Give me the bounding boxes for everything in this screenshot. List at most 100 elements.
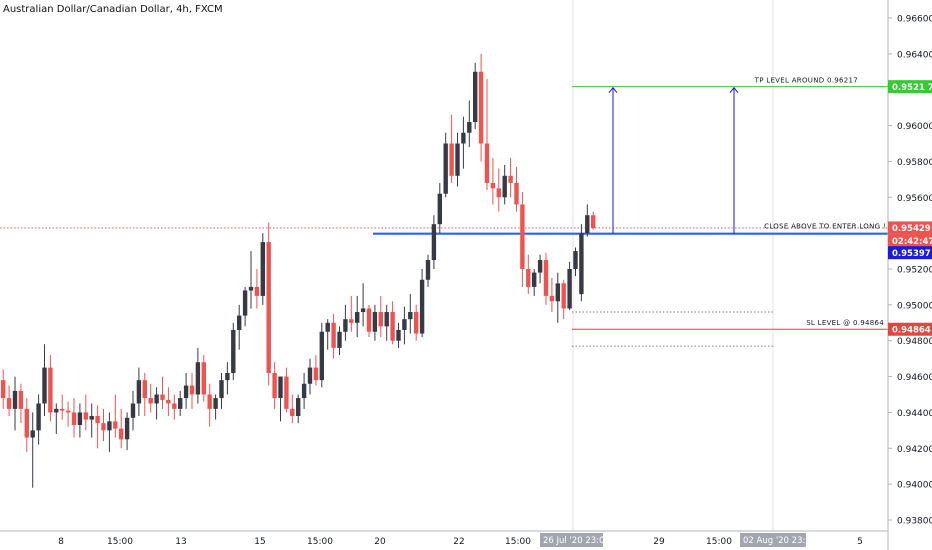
candle-body <box>579 233 584 295</box>
level-label: SL LEVEL @ 0.94864 <box>806 319 884 327</box>
candle-body <box>532 272 537 287</box>
candle-body <box>148 398 153 404</box>
candle-body <box>490 182 496 189</box>
time-tick-label: 8 <box>58 537 64 547</box>
candle-body <box>272 372 277 399</box>
price-tick-label: 0.96600 <box>897 15 932 25</box>
candle-body <box>231 329 236 373</box>
tp-price-badge-label: 0.9521 7 <box>892 83 932 93</box>
candle-body <box>455 143 460 176</box>
symbol-title[interactable]: Australian Dollar/Canadian Dollar, 4h, F… <box>3 4 223 15</box>
grid-lines <box>572 0 774 531</box>
candle-body <box>378 312 383 327</box>
candle-body <box>1 380 6 399</box>
candle-body <box>12 390 18 409</box>
price-tick-label: 0.96400 <box>897 50 932 60</box>
candle-body <box>83 412 88 420</box>
candle-body <box>473 71 478 122</box>
candle-body <box>89 416 94 420</box>
candle-body <box>124 417 130 440</box>
candle-body <box>437 193 442 225</box>
time-tick-label: 13 <box>175 537 186 547</box>
time-highlight-label: 02 Aug '20 23:00 <box>743 536 816 546</box>
candle-body <box>101 423 106 431</box>
time-highlight-badge <box>740 533 806 547</box>
sl-price-badge-label: 0.94864 <box>892 325 931 335</box>
candle-body <box>24 408 29 438</box>
entry-price-badge <box>888 246 932 260</box>
candle-body <box>254 286 260 296</box>
target-arrow-head <box>729 86 739 93</box>
candle-body <box>71 412 77 425</box>
price-tick-label: 0.94800 <box>897 337 932 347</box>
price-tick-label: 0.94200 <box>897 445 932 455</box>
candle-body <box>54 408 59 413</box>
candle-body <box>225 372 230 381</box>
candle-body <box>360 308 366 313</box>
candle-body <box>396 329 401 341</box>
candle-body <box>290 408 295 417</box>
candle-body <box>260 242 265 296</box>
time-tick-label: 20 <box>374 537 386 547</box>
drawing-overlays[interactable] <box>0 86 888 347</box>
time-tick-label: 29 <box>653 537 665 547</box>
current-price-badge-label: 0.95429 <box>892 224 931 234</box>
candle-body <box>449 143 454 176</box>
countdown-badge-label: 02:42:47 <box>892 237 932 247</box>
time-axis[interactable]: 8 15:00 13 15 15:00 20 22 15:00 29 15:00 5 26 Jul '… <box>0 530 888 547</box>
price-tick-label: 0.95800 <box>897 158 932 168</box>
candle-body <box>585 215 590 234</box>
candle-body <box>36 403 41 431</box>
candle-body <box>372 312 378 332</box>
time-tick-label: 15 <box>254 537 265 547</box>
candle-body <box>384 312 389 327</box>
price-tick-label: 0.94600 <box>897 373 932 383</box>
candle-body <box>119 428 124 440</box>
price-tick-label: 0.95600 <box>897 194 932 204</box>
target-arrow-head <box>608 86 618 93</box>
candle-body <box>567 269 572 309</box>
candle-body <box>508 175 513 183</box>
candle-body <box>113 421 118 429</box>
candle-body <box>419 279 425 334</box>
price-axis[interactable]: 0.966000.964000.962000.960000.958000.956… <box>887 0 932 550</box>
candle-body <box>502 175 507 198</box>
candle-body <box>478 71 484 144</box>
candle-body <box>467 121 472 133</box>
candle-body <box>60 408 65 411</box>
candle-body <box>266 242 271 373</box>
candle-body <box>166 399 171 404</box>
candles-group <box>1 53 596 488</box>
time-highlight-label: 26 Jul '20 23:00 <box>543 536 610 546</box>
candle-body <box>136 380 142 404</box>
candle-body <box>537 260 543 273</box>
candle-body <box>201 362 206 395</box>
price-tick-label: 0.95200 <box>897 266 932 276</box>
candle-body <box>591 215 596 228</box>
candle-body <box>520 204 525 269</box>
candle-body <box>431 224 437 261</box>
candle-body <box>6 398 12 409</box>
candle-body <box>107 421 112 431</box>
price-tick-label: 0.94400 <box>897 409 932 419</box>
candle-body <box>461 132 466 144</box>
candle-body <box>213 398 218 409</box>
candle-body <box>284 376 289 409</box>
candle-body <box>189 385 195 395</box>
candle-body <box>42 367 47 404</box>
candle-body <box>425 260 431 280</box>
candle-body <box>172 403 177 409</box>
candle-body <box>207 394 212 409</box>
candle-body <box>408 312 413 320</box>
candle-body <box>526 269 531 287</box>
candle-body <box>484 143 490 183</box>
candle-body <box>278 376 283 399</box>
candle-body <box>573 251 578 269</box>
candle-body <box>355 312 360 323</box>
candle-body <box>549 295 555 302</box>
time-highlight-badge <box>540 533 603 547</box>
candle-body <box>142 380 147 399</box>
candle-body <box>402 319 407 330</box>
